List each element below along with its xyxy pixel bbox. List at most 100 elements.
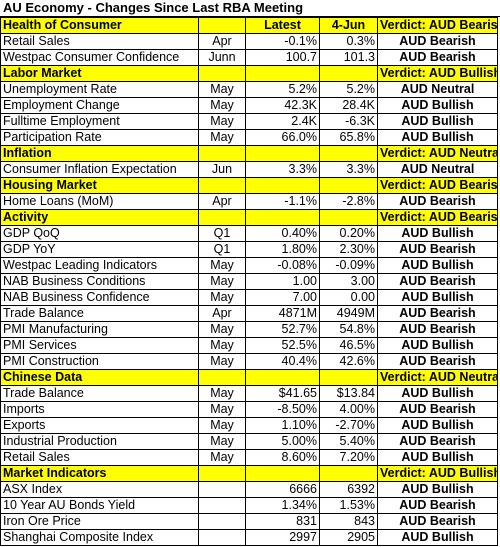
table-row: PMI Manufacturing May 52.7% 54.8% AUD Bearis… xyxy=(0,321,498,338)
indicator-name: GDP YoY xyxy=(0,241,199,258)
indicator-period: May xyxy=(198,97,246,114)
table-row: GDP QoQ Q1 0.40% 0.20% AUD Bullish xyxy=(0,225,498,242)
table-row: Industrial Production May 5.00% 5.40% AUD Be… xyxy=(0,433,498,450)
latest-value: -0.08% xyxy=(245,257,320,274)
signal-badge: AUD Bearish xyxy=(377,433,498,450)
section-header: Health of Consumer Latest 4-Jun Verdict: AU… xyxy=(0,17,498,34)
indicator-name: Consumer Inflation Expectation xyxy=(0,161,199,178)
previous-value: 3.00 xyxy=(319,273,378,290)
signal-badge: AUD Bearish xyxy=(377,353,498,370)
indicator-period: Junn xyxy=(198,49,246,66)
section-period-header xyxy=(198,145,246,162)
indicator-period: May xyxy=(198,321,246,338)
signal-badge: AUD Bullish xyxy=(377,289,498,306)
indicator-name: Employment Change xyxy=(0,97,199,114)
indicator-name: Exports xyxy=(0,417,199,434)
indicator-period: Apr xyxy=(198,33,246,50)
previous-value: 0.20% xyxy=(319,225,378,242)
indicator-period: May xyxy=(198,81,246,98)
signal-badge: AUD Bullish xyxy=(377,97,498,114)
section-blank xyxy=(245,65,320,82)
signal-badge: AUD Neutral xyxy=(377,161,498,178)
indicator-name: Retail Sales xyxy=(0,449,199,466)
signal-badge: AUD Bearish xyxy=(377,513,498,530)
signal-badge: AUD Bullish xyxy=(377,481,498,498)
signal-badge: AUD Bearish xyxy=(377,305,498,322)
section-verdict: Verdict: AUD Bullish xyxy=(377,65,498,82)
section-title: Inflation xyxy=(0,145,199,162)
section-title: Labor Market xyxy=(0,65,199,82)
previous-value: -2.70% xyxy=(319,417,378,434)
latest-value: -0.1% xyxy=(245,33,320,50)
indicator-period xyxy=(198,497,246,514)
table-row: Fulltime Employment May 2.4K -6.3K AUD Bulli… xyxy=(0,113,498,130)
indicator-period: May xyxy=(198,113,246,130)
latest-value: 52.5% xyxy=(245,337,320,354)
section-verdict: Verdict: AUD Bearish xyxy=(377,17,498,34)
previous-value: 0.00 xyxy=(319,289,378,306)
section-period-header xyxy=(198,65,246,82)
indicator-name: Participation Rate xyxy=(0,129,199,146)
signal-badge: AUD Bullish xyxy=(377,113,498,130)
section-header: Market Indicators Verdict: AUD Bullish xyxy=(0,465,498,482)
previous-value: -6.3K xyxy=(319,113,378,130)
economy-table: Health of Consumer Latest 4-Jun Verdict: AU… xyxy=(0,17,498,546)
section-verdict: Verdict: AUD Bearish xyxy=(377,209,498,226)
section-title: Housing Market xyxy=(0,177,199,194)
indicator-period: May xyxy=(198,337,246,354)
table-row: Retail Sales May 8.60% 7.20% AUD Bullish xyxy=(0,449,498,466)
indicator-period: May xyxy=(198,401,246,418)
table-row: PMI Services May 52.5% 46.5% AUD Bullish xyxy=(0,337,498,354)
section-blank xyxy=(245,145,320,162)
table-row: Iron Ore Price 831 843 AUD Bearish xyxy=(0,513,498,530)
table-row: PMI Construction May 40.4% 42.6% AUD Bearish xyxy=(0,353,498,370)
column-header-latest: Latest xyxy=(245,17,320,34)
indicator-name: Home Loans (MoM) xyxy=(0,193,199,210)
section-title: Market Indicators xyxy=(0,465,199,482)
latest-value: 52.7% xyxy=(245,321,320,338)
latest-value: 7.00 xyxy=(245,289,320,306)
latest-value: 3.3% xyxy=(245,161,320,178)
latest-value: 8.60% xyxy=(245,449,320,466)
previous-value: 5.2% xyxy=(319,81,378,98)
section-blank xyxy=(245,209,320,226)
table-row: Shanghai Composite Index 2997 2905 AUD Bull… xyxy=(0,529,498,546)
table-row: Exports May 1.10% -2.70% AUD Bullish xyxy=(0,417,498,434)
previous-value: 28.4K xyxy=(319,97,378,114)
previous-value: 54.8% xyxy=(319,321,378,338)
table-row: GDP YoY Q1 1.80% 2.30% AUD Bearish xyxy=(0,241,498,258)
latest-value: 1.34% xyxy=(245,497,320,514)
section-blank xyxy=(319,65,378,82)
section-title: Chinese Data xyxy=(0,369,199,386)
indicator-period: Q1 xyxy=(198,241,246,258)
sheet-title: AU Economy - Changes Since Last RBA Meet… xyxy=(0,0,500,17)
indicator-period: May xyxy=(198,449,246,466)
section-verdict: Verdict: AUD Neutral xyxy=(377,369,498,386)
previous-value: 65.8% xyxy=(319,129,378,146)
section-header: Labor Market Verdict: AUD Bullish xyxy=(0,65,498,82)
table-row: Trade Balance May $41.65 $13.84 AUD Bullish xyxy=(0,385,498,402)
latest-value: 5.00% xyxy=(245,433,320,450)
latest-value: -8.50% xyxy=(245,401,320,418)
indicator-period: May xyxy=(198,433,246,450)
indicator-period xyxy=(198,481,246,498)
section-verdict: Verdict: AUD Bullish xyxy=(377,465,498,482)
previous-value: 2.30% xyxy=(319,241,378,258)
latest-value: 831 xyxy=(245,513,320,530)
table-row: Employment Change May 42.3K 28.4K AUD Bullis… xyxy=(0,97,498,114)
previous-value: -2.8% xyxy=(319,193,378,210)
indicator-period: May xyxy=(198,257,246,274)
section-blank xyxy=(319,209,378,226)
table-row: Westpac Leading Indicators May -0.08% -0.09… xyxy=(0,257,498,274)
section-period-header xyxy=(198,209,246,226)
signal-badge: AUD Bullish xyxy=(377,225,498,242)
section-header: Inflation Verdict: AUD Neutral xyxy=(0,145,498,162)
latest-value: 1.10% xyxy=(245,417,320,434)
section-verdict: Verdict: AUD Bearish xyxy=(377,177,498,194)
signal-badge: AUD Bearish xyxy=(377,241,498,258)
indicator-name: NAB Business Conditions xyxy=(0,273,199,290)
indicator-name: NAB Business Confidence xyxy=(0,289,199,306)
previous-value: $13.84 xyxy=(319,385,378,402)
latest-value: 0.40% xyxy=(245,225,320,242)
indicator-period: Apr xyxy=(198,193,246,210)
